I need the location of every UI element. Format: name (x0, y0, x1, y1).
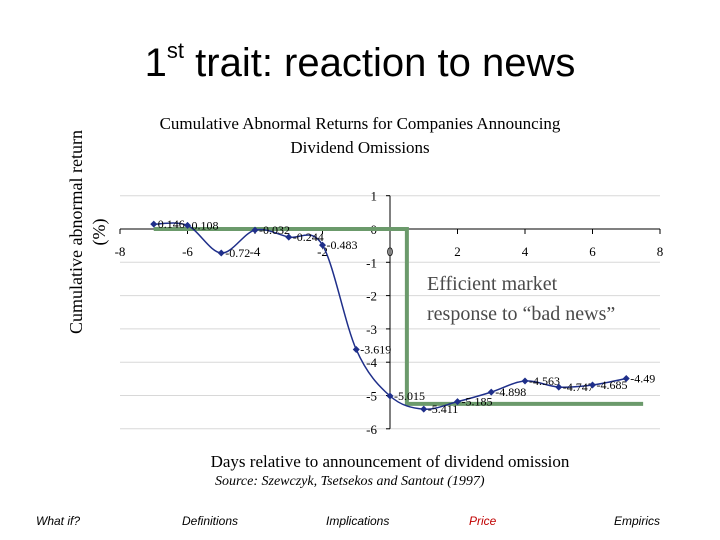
data-label-9: -5.185 (462, 395, 493, 409)
annotation-line2: response to “bad news” (427, 303, 615, 325)
data-point-10 (487, 388, 495, 396)
series-line (153, 222, 627, 411)
data-point-7 (386, 392, 394, 400)
nav-what-if[interactable]: What if? (36, 514, 81, 528)
y-tick-label-3: -2 (366, 289, 377, 304)
x-axis-label: Days relative to announcement of dividen… (211, 452, 570, 471)
y-axis-label-line1: Cumulative abnormal return (66, 130, 86, 334)
x-tick-label-0: -8 (115, 244, 126, 259)
data-label-6: -3.619 (360, 343, 391, 357)
y-tick-label-6: -5 (366, 389, 377, 404)
data-label-13: -4.685 (597, 378, 628, 392)
y-tick-label-4: -3 (366, 322, 377, 337)
data-point-11 (521, 377, 529, 385)
data-label-1: 0.108 (192, 218, 219, 232)
data-point-0 (150, 220, 158, 228)
slide-title: 1st trait: reaction to news (0, 38, 720, 86)
nav-definitions[interactable]: Definitions (182, 514, 239, 528)
data-label-7: -5.015 (394, 389, 425, 403)
x-tick-label-3: -2 (317, 244, 328, 259)
x-tick-label-8: 8 (657, 244, 664, 259)
data-point-4 (285, 233, 293, 241)
data-point-2 (217, 249, 225, 257)
source-citation: Source: Szewczyk, Tsetsekos and Santout … (215, 474, 485, 489)
x-tick-label-4: 0 (387, 244, 394, 259)
title-rest: trait: reaction to news (184, 41, 576, 85)
data-point-8 (420, 405, 428, 413)
x-tick-label-5: 2 (454, 244, 461, 259)
chart-title-line1: Cumulative Abnormal Returns for Companie… (160, 114, 561, 133)
title-sup: st (166, 38, 185, 63)
data-label-4: -0.244 (293, 230, 324, 244)
nav-price[interactable]: Price (469, 514, 497, 528)
title-main: 1 (144, 41, 167, 85)
data-point-6 (352, 346, 360, 354)
data-point-14 (622, 375, 630, 383)
y-axis-label-line2: (%) (89, 219, 110, 246)
nav-empirics[interactable]: Empirics (614, 514, 661, 528)
annotation-line1: Efficient market (427, 273, 558, 295)
data-point-9 (454, 398, 461, 406)
x-tick-label-1: -6 (182, 244, 193, 259)
x-tick-label-6: 4 (522, 244, 529, 259)
data-label-0: 0.146 (158, 217, 185, 231)
data-label-5: -0.483 (327, 238, 358, 252)
efficient-market-overlay-line (153, 227, 644, 406)
data-point-3 (251, 226, 259, 234)
data-label-2: -0.72 (225, 246, 250, 260)
data-point-5 (319, 241, 326, 249)
nav-implications[interactable]: Implications (326, 514, 390, 528)
data-label-11: -4.563 (529, 374, 560, 388)
y-tick-label-0: 1 (371, 189, 378, 204)
y-tick-label-5: -4 (366, 355, 377, 370)
data-label-8: -5.411 (428, 402, 459, 416)
data-label-3: -0.032 (259, 223, 290, 237)
data-point-12 (555, 383, 563, 391)
data-point-1 (184, 221, 191, 229)
x-tick-label-2: -4 (250, 244, 261, 259)
y-tick-label-2: -1 (366, 255, 377, 270)
y-tick-label-7: -6 (366, 422, 377, 437)
data-point-13 (589, 381, 596, 389)
data-label-14: -4.49 (630, 372, 655, 386)
chart-title-line2: Dividend Omissions (290, 138, 429, 157)
x-tick-label-7: 6 (589, 244, 596, 259)
data-label-12: -4.747 (563, 380, 594, 394)
data-label-10: -4.898 (495, 385, 526, 399)
